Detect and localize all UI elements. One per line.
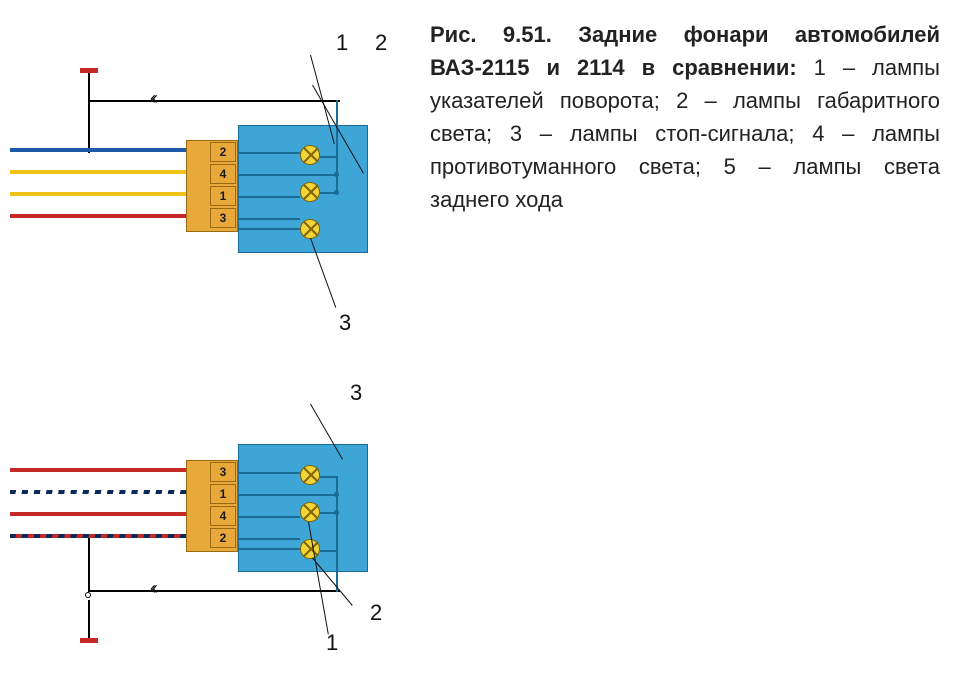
wire-stripe-bw: [10, 490, 186, 494]
pin-1: 1: [210, 484, 236, 504]
pin-1: 1: [210, 186, 236, 206]
wire-red: [10, 214, 186, 218]
callout-2: 2: [375, 30, 387, 56]
ground-wire-v: [88, 538, 90, 592]
wire-red-1: [10, 468, 186, 472]
lamp-icon: [300, 502, 320, 522]
ground-symbol: [76, 68, 106, 148]
lamp-icon: [300, 182, 320, 202]
lamp-icon: [300, 465, 320, 485]
caption-item-3: 3 – лампы стоп-сигнала;: [510, 121, 795, 146]
callout-2: 2: [370, 600, 382, 626]
wire-red-2: [10, 512, 186, 516]
ground-wire: [88, 100, 340, 102]
figure-caption: Рис. 9.51. Задние фонари авто­мобилей ВА…: [430, 18, 940, 216]
ground-symbol: [76, 592, 106, 652]
ground-wire: [88, 590, 340, 592]
wire-stripe-br: [10, 534, 186, 538]
pin-4: 4: [210, 506, 236, 526]
pin-3: 3: [210, 462, 236, 482]
ground-wire-v: [88, 100, 90, 148]
pin-3: 3: [210, 208, 236, 228]
page: Рис. 9.51. Задние фонари авто­мобилей ВА…: [0, 0, 960, 674]
wire-blue: [10, 148, 186, 152]
lamp-icon: [300, 145, 320, 165]
pin-2: 2: [210, 528, 236, 548]
arrow-icon: ‹‹: [150, 578, 154, 599]
lamp-icon: [300, 539, 320, 559]
arrow-icon: ‹‹: [150, 88, 154, 109]
pin-4: 4: [210, 164, 236, 184]
diagram-bottom: ‹‹ 3 1 4 2 3 2: [10, 380, 410, 670]
callout-3: 3: [350, 380, 362, 406]
wire-yellow-2: [10, 192, 186, 196]
diagram-top: ‹‹ 2 4 1 3 1 2 3: [10, 30, 410, 330]
wire-yellow-1: [10, 170, 186, 174]
pin-2: 2: [210, 142, 236, 162]
callout-1: 1: [336, 30, 348, 56]
lamp-icon: [300, 219, 320, 239]
callout-3: 3: [339, 310, 351, 336]
